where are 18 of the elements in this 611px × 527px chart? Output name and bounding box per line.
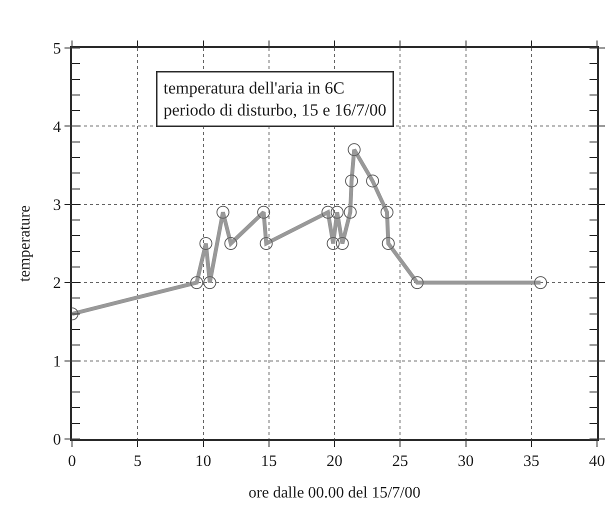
- y-tick-label: 4: [53, 118, 62, 136]
- x-tick-label: 35: [523, 452, 540, 470]
- x-tick-label: 5: [134, 452, 142, 470]
- y-tick-label: 2: [53, 275, 62, 292]
- x-tick-label: 10: [195, 452, 212, 470]
- x-tick-label: 40: [589, 452, 605, 470]
- x-tick-label: 20: [326, 452, 342, 470]
- y-tick-label: 3: [53, 197, 62, 214]
- x-tick-label: 15: [260, 452, 277, 470]
- x-axis-title: ore dalle 00.00 del 15/7/00: [248, 484, 420, 502]
- annotation: temperatura dell'aria in 6C periodo di disturbo, 15 e 16/7/00: [164, 78, 386, 120]
- y-axis-title: temperature: [16, 205, 34, 282]
- y-tick-label: 0: [53, 432, 62, 449]
- y-tick-label: 1: [53, 353, 62, 370]
- x-tick-label: 0: [68, 452, 76, 470]
- x-tick-label: 30: [458, 452, 474, 470]
- x-tick-label: 25: [392, 452, 408, 470]
- y-tick-label: 5: [53, 40, 62, 58]
